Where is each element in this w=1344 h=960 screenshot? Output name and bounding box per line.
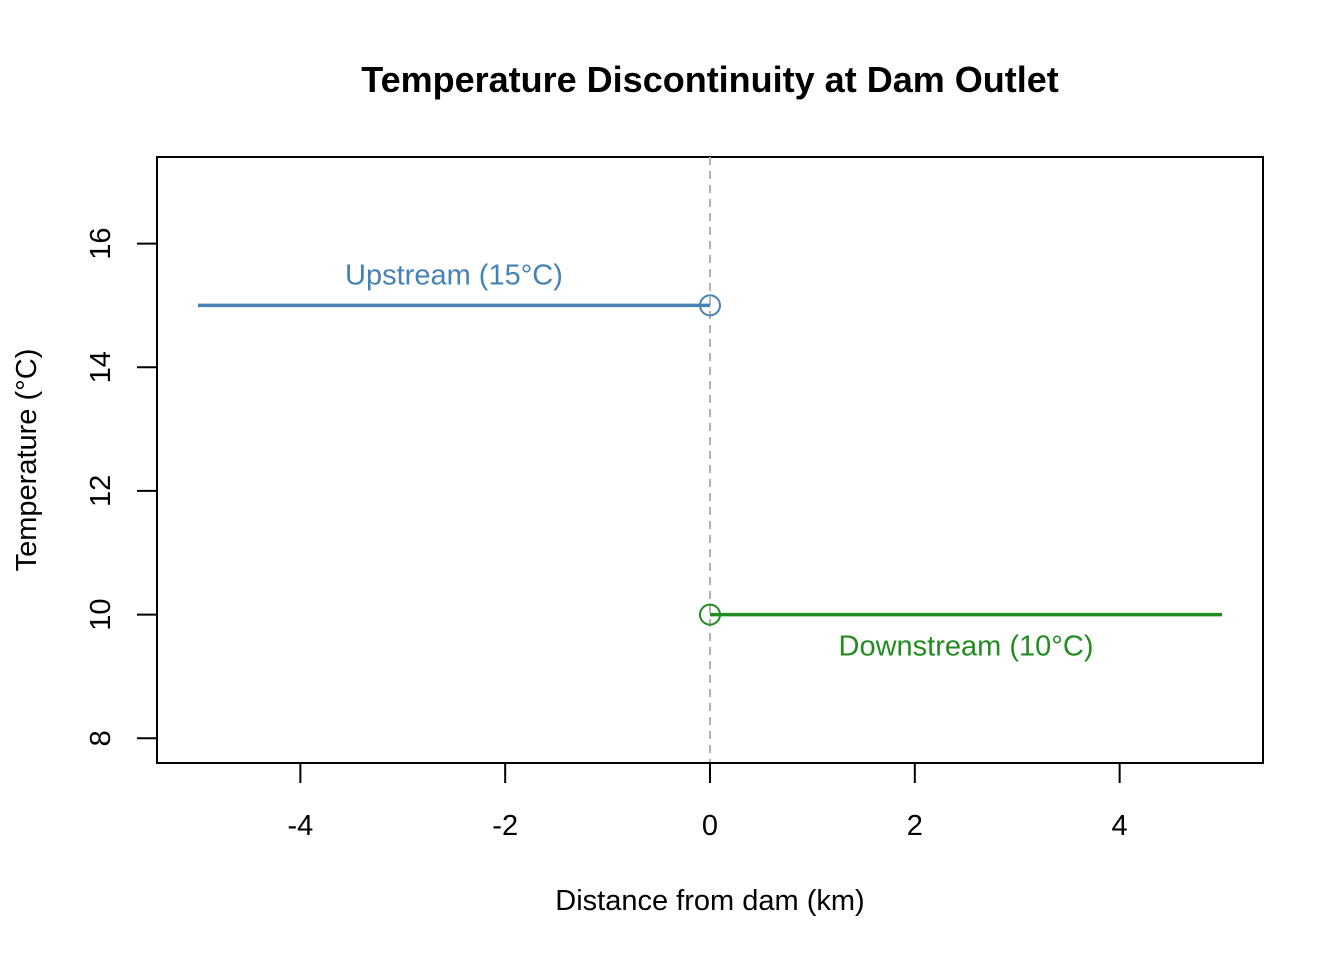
series-label-0: Upstream (15°C)	[345, 259, 563, 291]
endpoint-marker-1	[699, 603, 721, 626]
y-tick-label: 10	[85, 598, 117, 630]
y-axis-label: Temperature (°C)	[11, 349, 43, 572]
series-0: Upstream (15°C)	[197, 259, 721, 317]
x-tick-label: -2	[492, 810, 518, 842]
y-axis: 8 10 12 14 16	[85, 227, 158, 746]
series-1: Downstream (10°C)	[699, 603, 1223, 663]
x-tick-label: 4	[1112, 810, 1128, 842]
x-tick-label: 0	[702, 810, 718, 842]
x-axis-label: Distance from dam (km)	[555, 885, 864, 917]
x-tick-label: 2	[907, 810, 923, 842]
series-label-1: Downstream (10°C)	[839, 631, 1094, 663]
y-tick-label: 14	[85, 351, 117, 383]
y-tick-label: 12	[85, 475, 117, 507]
y-tick-label: 16	[85, 227, 117, 259]
chart-title: Temperature Discontinuity at Dam Outlet	[361, 59, 1058, 100]
y-tick-label: 8	[85, 730, 117, 746]
endpoint-marker-0	[699, 294, 721, 317]
x-tick-label: -4	[287, 810, 313, 842]
series-layer: Upstream (15°C) Downstream (10°C)	[197, 259, 1223, 663]
x-axis: -4 -2 0 2 4	[287, 762, 1128, 842]
